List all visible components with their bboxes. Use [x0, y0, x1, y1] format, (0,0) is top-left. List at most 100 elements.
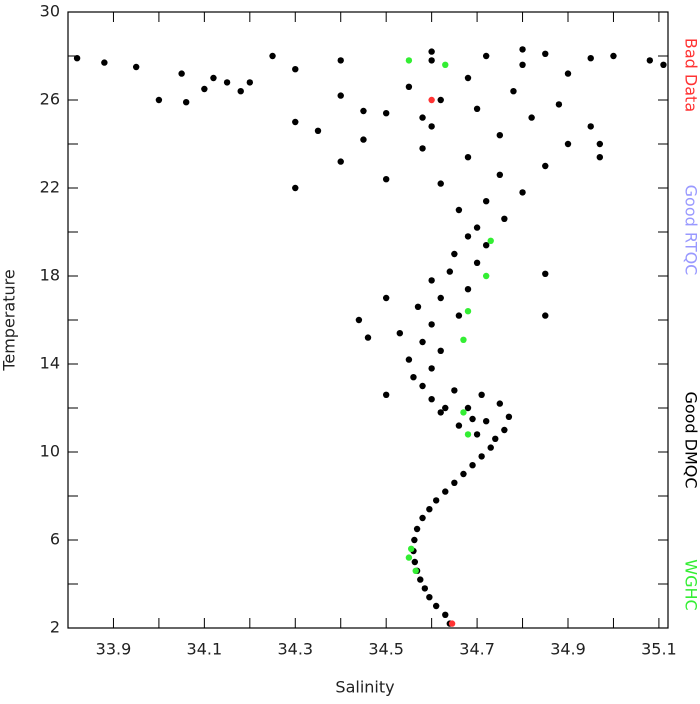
data-point — [465, 308, 471, 314]
legend-label: Bad Data — [682, 38, 700, 112]
data-point — [556, 101, 562, 107]
data-point — [428, 396, 434, 402]
x-tick-label: 33.9 — [96, 640, 132, 659]
data-point — [178, 70, 184, 76]
data-point — [497, 400, 503, 406]
data-point — [510, 88, 516, 94]
data-point — [519, 62, 525, 68]
data-point — [460, 337, 466, 343]
data-point — [465, 286, 471, 292]
data-point — [565, 70, 571, 76]
data-point — [292, 66, 298, 72]
data-point — [528, 114, 534, 120]
data-point — [483, 418, 489, 424]
data-point — [442, 488, 448, 494]
data-point — [426, 594, 432, 600]
data-point — [469, 416, 475, 422]
data-point — [474, 260, 480, 266]
data-point — [478, 392, 484, 398]
data-point — [501, 216, 507, 222]
data-point — [483, 198, 489, 204]
x-tick-label: 34.1 — [187, 640, 223, 659]
data-point — [542, 163, 548, 169]
data-point — [588, 123, 594, 129]
data-point — [315, 128, 321, 134]
data-point — [428, 97, 434, 103]
data-point — [433, 497, 439, 503]
data-point — [428, 57, 434, 63]
data-point — [406, 554, 412, 560]
data-point — [422, 585, 428, 591]
data-point — [224, 79, 230, 85]
data-point — [465, 431, 471, 437]
data-point — [419, 145, 425, 151]
y-tick-label: 18 — [40, 266, 60, 285]
data-point — [478, 453, 484, 459]
plot-frame — [68, 12, 668, 628]
data-point — [451, 387, 457, 393]
data-point — [201, 86, 207, 92]
data-point — [338, 158, 344, 164]
data-point — [565, 141, 571, 147]
data-point — [428, 123, 434, 129]
data-point — [428, 321, 434, 327]
data-point — [428, 365, 434, 371]
data-point — [474, 431, 480, 437]
data-point — [465, 75, 471, 81]
data-point — [506, 414, 512, 420]
data-point — [447, 268, 453, 274]
y-tick-label: 22 — [40, 178, 60, 197]
data-point — [438, 295, 444, 301]
data-point — [411, 537, 417, 543]
data-point — [156, 97, 162, 103]
data-point — [588, 55, 594, 61]
data-point — [438, 180, 444, 186]
y-tick-label: 6 — [50, 530, 60, 549]
data-point — [488, 444, 494, 450]
data-point — [442, 62, 448, 68]
data-point — [597, 154, 603, 160]
data-point — [492, 436, 498, 442]
data-point — [460, 409, 466, 415]
data-point — [426, 506, 432, 512]
legend-label: Good RTQC — [682, 185, 700, 276]
data-point — [419, 114, 425, 120]
data-point — [383, 392, 389, 398]
y-tick-label: 30 — [40, 2, 60, 21]
data-point — [419, 515, 425, 521]
data-point — [383, 110, 389, 116]
data-point — [428, 277, 434, 283]
data-point — [133, 64, 139, 70]
y-axis-label: Temperature — [0, 269, 19, 371]
data-point — [442, 612, 448, 618]
data-point — [419, 383, 425, 389]
x-tick-label: 34.3 — [277, 640, 313, 659]
data-point — [360, 136, 366, 142]
legend-label: WGHC — [682, 559, 700, 610]
data-point — [647, 57, 653, 63]
data-point — [488, 238, 494, 244]
data-point — [597, 141, 603, 147]
data-point — [269, 53, 275, 59]
y-tick-label: 14 — [40, 354, 60, 373]
data-point — [210, 75, 216, 81]
data-point — [456, 207, 462, 213]
data-point — [483, 273, 489, 279]
data-point — [410, 374, 416, 380]
data-point — [406, 57, 412, 63]
data-point — [451, 251, 457, 257]
legend-label: Good DMQC — [682, 391, 700, 488]
data-point — [428, 48, 434, 54]
y-tick-label: 26 — [40, 90, 60, 109]
x-tick-label: 34.7 — [459, 640, 495, 659]
data-point — [183, 99, 189, 105]
data-point — [383, 295, 389, 301]
data-point — [74, 55, 80, 61]
data-point — [438, 97, 444, 103]
y-tick-label: 10 — [40, 442, 60, 461]
data-point — [660, 62, 666, 68]
data-point — [465, 233, 471, 239]
data-point — [408, 546, 414, 552]
data-point — [542, 271, 548, 277]
